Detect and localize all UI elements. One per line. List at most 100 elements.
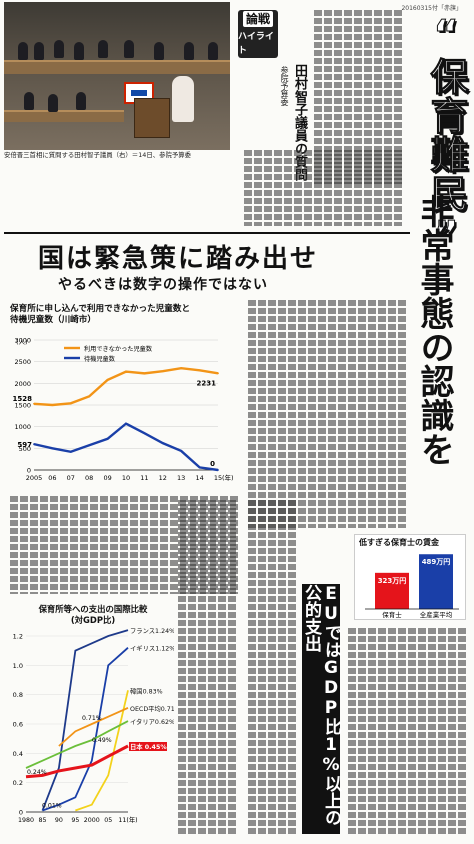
text-column (210, 496, 218, 594)
text-column (398, 628, 406, 836)
text-column (448, 628, 456, 836)
chart2-series-line (58, 707, 129, 747)
chart1-point (106, 437, 109, 440)
text-column (368, 300, 376, 528)
text-column (354, 10, 362, 184)
text-column (314, 10, 322, 184)
chart1-legend-label: 待機児童数 (84, 355, 116, 363)
text-column (384, 10, 392, 184)
chart2-x-tick: 90 (55, 817, 63, 824)
text-column (80, 496, 88, 594)
text-column (324, 150, 332, 226)
text-column (120, 496, 128, 594)
chart1-point (69, 402, 72, 405)
text-column (308, 300, 316, 528)
chart2-title: 保育所等への支出の国際比較 (対GDP比) (38, 604, 148, 626)
chart1-point (161, 442, 164, 445)
text-column (334, 10, 342, 184)
text-column (278, 300, 286, 528)
chart1-x-tick: 08 (85, 474, 93, 482)
chart1-x-tick: 07 (67, 474, 75, 482)
text-column (288, 500, 296, 836)
text-column (60, 496, 68, 594)
body-text-lead (314, 10, 404, 184)
text-column (178, 500, 186, 836)
body-text-top (236, 150, 404, 226)
text-column (294, 150, 302, 226)
chart2-inline-label: 0.24% (27, 769, 47, 776)
kicker-line-1: 論戦 (242, 10, 273, 27)
news-photo (4, 2, 230, 150)
chart1-label-start-b: 597 (17, 441, 32, 449)
text-column (198, 500, 206, 836)
text-column (348, 300, 356, 528)
text-column (160, 496, 168, 594)
text-column (258, 500, 266, 836)
chart1-svg: (人) 0 500 1000 1500 2000 2500 3000 2005 06 07 08 09 1… (13, 337, 234, 483)
chart3-title: 低すぎる保育士の賃金 (359, 538, 439, 547)
chart-kawasaki: 保育所に申し込んで利用できなかった児童数と 待機児童数（川崎市） (人) 0 500… (4, 300, 240, 492)
chart3-category-label: 保育士 (382, 610, 402, 619)
chart1-x-tick: 11 (140, 474, 148, 482)
chart1-label-end-a: 2231 (197, 379, 217, 387)
text-column (338, 300, 346, 528)
chart1-point (88, 444, 91, 447)
chart1-point (198, 369, 201, 372)
text-column (230, 496, 238, 594)
text-column (248, 500, 256, 836)
chart2-series-line (25, 720, 129, 769)
chart2-inline-label: 0.49% (92, 737, 112, 744)
text-column (30, 496, 38, 594)
chart2-series-line (75, 690, 129, 812)
text-column (70, 496, 78, 594)
text-column (50, 496, 58, 594)
text-column (130, 496, 138, 594)
chart1-y-tick: 1500 (14, 402, 31, 410)
photo-caption: 安倍晋三首相に質問する田村智子議員（右）＝14日、参院予算委 (4, 151, 192, 159)
text-column (268, 300, 276, 528)
chart1-point (125, 370, 127, 373)
text-column (324, 10, 332, 184)
chart1-point (33, 402, 35, 405)
body-text-lower-left (240, 500, 298, 836)
chart1-x-unit: (年) (222, 473, 234, 482)
chart-salary: 低すぎる保育士の賃金 323万円 保育士 489万円 全産業平均 (354, 534, 466, 620)
text-column (394, 150, 402, 226)
chart1-y-tick: 2000 (14, 380, 31, 388)
chart2-x-tick: 1980 (18, 817, 34, 824)
byline-prefix: 参院予算委 (280, 66, 289, 106)
chart1-label-end-b: 0 (210, 460, 215, 468)
text-column (284, 150, 292, 226)
text-column (354, 150, 362, 226)
text-column (438, 628, 446, 836)
text-column (188, 500, 196, 836)
text-column (220, 496, 228, 594)
text-column (394, 10, 402, 184)
chart2-legend-label: 韓国0.83% (130, 686, 163, 695)
text-column (348, 628, 356, 836)
chart3-value-label: 489万円 (422, 558, 451, 566)
text-column (244, 150, 252, 226)
chart1-series-line (33, 366, 219, 407)
text-column (328, 300, 336, 528)
text-column (254, 150, 262, 226)
chart1-x-tick: 14 (195, 474, 203, 482)
text-column (170, 496, 178, 594)
chart2-legend-label: イギリス1.12% (130, 645, 174, 653)
chart1-x-tick: 10 (122, 474, 130, 482)
chart1-x-tick: 12 (159, 474, 167, 482)
chart2-series-line (42, 647, 129, 812)
text-column (364, 150, 372, 226)
text-column (258, 300, 266, 528)
text-column (140, 496, 148, 594)
chart2-x-tick: 05 (104, 817, 112, 824)
chart1-point (51, 447, 54, 450)
chart1-point (125, 422, 127, 425)
text-column (10, 496, 18, 594)
chart1-y-tick: 1000 (14, 423, 31, 431)
text-column (358, 300, 366, 528)
text-column (408, 628, 416, 836)
chart1-legend-label: 利用できなかった児童数 (84, 345, 153, 353)
chart2-title-line2: (対GDP比) (70, 615, 116, 625)
